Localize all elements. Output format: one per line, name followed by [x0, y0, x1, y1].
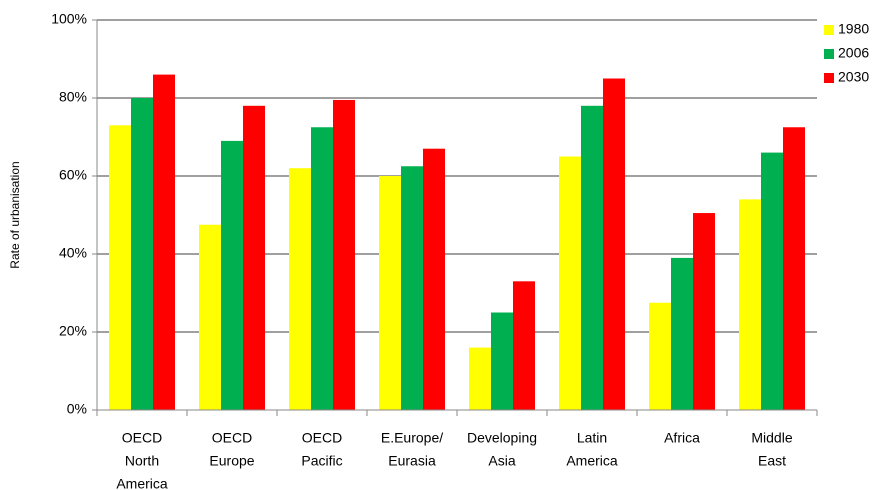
- x-tick-label: Europe: [209, 453, 254, 469]
- bar: [109, 125, 131, 411]
- y-tick-label: 20%: [59, 323, 87, 339]
- bar: [581, 105, 603, 411]
- bar: [423, 148, 445, 410]
- bar: [783, 127, 805, 410]
- x-tick-label: Eurasia: [388, 453, 436, 469]
- x-tick-label: America: [116, 476, 168, 490]
- bar: [559, 156, 581, 410]
- y-tick-label: 40%: [59, 245, 87, 261]
- y-axis-label: Rate of urbanisation: [8, 161, 22, 268]
- legend-label: 2030: [838, 69, 869, 85]
- x-tick-label: North: [125, 453, 159, 469]
- x-tick-label: OECD: [122, 430, 162, 446]
- bar: [199, 224, 221, 410]
- y-tick-label: 80%: [59, 89, 87, 105]
- bar: [221, 140, 243, 410]
- x-tick-label: East: [758, 453, 786, 469]
- y-tick-label: 0%: [67, 401, 87, 417]
- bar: [693, 213, 715, 410]
- bar: [243, 105, 265, 411]
- bar: [469, 347, 491, 410]
- y-tick-label: 60%: [59, 167, 87, 183]
- x-tick-label: Developing: [467, 430, 537, 446]
- bar: [739, 199, 761, 410]
- bar: [649, 302, 671, 410]
- bar: [401, 166, 423, 410]
- legend-swatch: [824, 73, 834, 83]
- x-tick-label: E.Europe/: [381, 430, 443, 446]
- bar: [491, 312, 513, 410]
- x-tick-label: Africa: [664, 430, 700, 446]
- legend-label: 1980: [838, 21, 869, 37]
- bar: [603, 78, 625, 410]
- bar: [131, 98, 153, 410]
- x-tick-label: Latin: [577, 430, 607, 446]
- x-tick-label: OECD: [212, 430, 252, 446]
- x-tick-label: Asia: [488, 453, 515, 469]
- bar: [379, 176, 401, 410]
- x-tick-label: OECD: [302, 430, 342, 446]
- bar: [311, 127, 333, 410]
- bar: [513, 281, 535, 410]
- x-tick-label: Pacific: [301, 453, 342, 469]
- bar: [333, 99, 355, 410]
- y-tick-label: 100%: [51, 11, 87, 27]
- legend-swatch: [824, 49, 834, 59]
- bar: [761, 152, 783, 410]
- x-tick-label: Middle: [751, 430, 792, 446]
- legend-label: 2006: [838, 45, 869, 61]
- bar: [153, 74, 175, 410]
- bar: [671, 257, 693, 410]
- x-tick-label: America: [566, 453, 618, 469]
- legend-swatch: [824, 25, 834, 35]
- bar: [289, 168, 311, 410]
